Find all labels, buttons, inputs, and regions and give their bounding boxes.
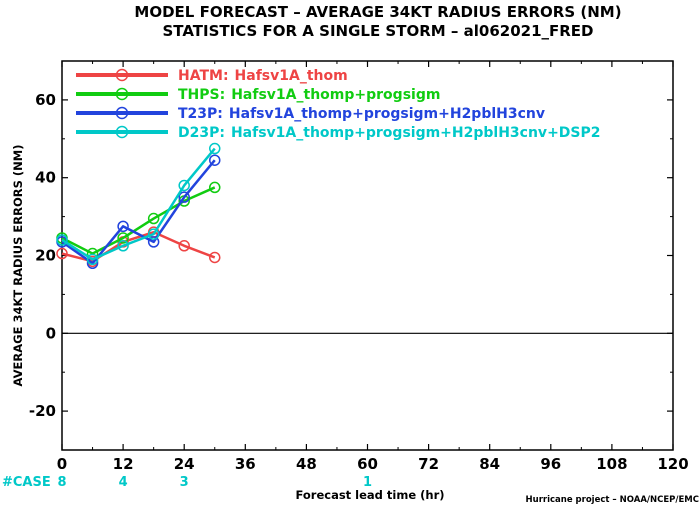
data-point — [209, 142, 221, 155]
legend-series-desc: Hafsv1A_thomp+progsigm+H2pblH3cnv+DSP2 — [231, 125, 601, 141]
data-point — [117, 220, 129, 233]
data-point — [178, 240, 190, 252]
case-count: 1 — [363, 475, 372, 490]
x-tick-label: 0 — [57, 455, 67, 473]
series-d23p — [56, 142, 221, 266]
x-tick-label: 108 — [596, 455, 627, 473]
y-tick-label: 40 — [35, 169, 56, 187]
series-lines — [56, 142, 221, 270]
legend-series-code: D23P: — [178, 125, 225, 141]
legend-label: T23P: Hafsv1A_thomp+progsigm+H2pblH3cnv — [178, 106, 545, 122]
case-count: 4 — [119, 475, 128, 490]
x-tick-label: 84 — [479, 455, 500, 473]
data-point — [117, 240, 129, 252]
case-count: 8 — [57, 475, 66, 490]
y-ticks: 60 40 20 0 -20 — [29, 60, 673, 451]
legend-series-code: THPS: — [178, 87, 225, 103]
data-point — [209, 181, 221, 194]
case-count: 3 — [180, 475, 189, 490]
data-point — [86, 253, 99, 266]
x-tick-label: 12 — [113, 455, 134, 473]
x-tick-label: 48 — [296, 455, 317, 473]
y-axis-label: AVERAGE 34KT RADIUS ERRORS (NM) — [11, 145, 25, 387]
data-point — [56, 247, 68, 260]
data-point — [147, 236, 160, 248]
y-tick-label: -20 — [29, 402, 56, 420]
legend-series-desc: Hafsv1A_thom — [235, 68, 348, 84]
series-line — [61, 147, 216, 261]
data-point — [147, 212, 160, 225]
x-tick-label: 96 — [540, 455, 561, 473]
legend-series-code: HATM: — [178, 68, 229, 84]
x-ticks: 0 12 24 36 48 60 72 84 96 108 120 — [57, 61, 689, 473]
legend-marker — [115, 125, 129, 139]
x-tick-label: 24 — [174, 455, 195, 473]
y-tick-label: 20 — [35, 247, 56, 265]
data-point — [209, 154, 221, 166]
series-line — [61, 186, 216, 255]
legend-label: HATM: Hafsv1A_thom — [178, 68, 348, 84]
legend-item: D23P: Hafsv1A_thomp+progsigm+H2pblH3cnv+D… — [76, 125, 601, 141]
legend-marker — [115, 87, 129, 101]
data-point — [178, 179, 190, 192]
legend-item: HATM: Hafsv1A_thom — [76, 68, 348, 84]
case-counts: 8 4 3 1 — [57, 475, 372, 490]
legend-item: THPS: Hafsv1A_thomp+progsigm — [76, 87, 440, 103]
series-thps — [56, 181, 221, 260]
x-tick-label: 120 — [657, 455, 688, 473]
credit-text: Hurricane project – NOAA/NCEP/EMC — [526, 495, 699, 505]
data-point — [117, 232, 129, 244]
legend-series-desc: Hafsv1A_thomp+progsigm — [231, 87, 440, 103]
x-tick-label: 72 — [418, 455, 439, 473]
legend-series-code: T23P: — [178, 106, 223, 122]
data-point — [209, 251, 221, 264]
x-tick-label: 36 — [235, 455, 256, 473]
legend-marker — [115, 106, 129, 120]
legend-item: T23P: Hafsv1A_thomp+progsigm+H2pblH3cnv — [76, 106, 545, 122]
legend-marker — [115, 68, 129, 82]
chart-title-line1: MODEL FORECAST – AVERAGE 34KT RADIUS ERR… — [134, 3, 621, 21]
chart-title-line2: STATISTICS FOR A SINGLE STORM – al062021… — [162, 22, 593, 40]
legend-series-desc: Hafsv1A_thomp+progsigm+H2pblH3cnv — [229, 106, 545, 122]
data-point — [178, 191, 190, 203]
y-tick-label: 0 — [46, 324, 56, 342]
x-tick-label: 60 — [357, 455, 378, 473]
y-tick-label: 60 — [35, 91, 56, 109]
legend-label: D23P: Hafsv1A_thomp+progsigm+H2pblH3cnv+D… — [178, 125, 601, 141]
legend-label: THPS: Hafsv1A_thomp+progsigm — [178, 87, 440, 103]
x-axis-label: Forecast lead time (hr) — [295, 488, 444, 502]
case-label: #CASE — [2, 475, 51, 490]
data-point — [56, 234, 68, 246]
data-point — [147, 228, 160, 240]
